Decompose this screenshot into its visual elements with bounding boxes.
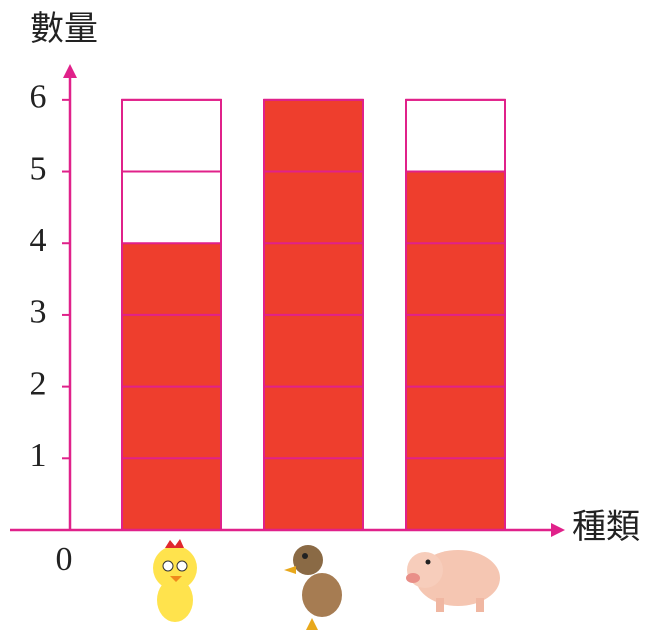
y-axis-label: 數量 (30, 10, 98, 48)
x-axis-arrow (551, 523, 565, 537)
duck-icon (284, 545, 342, 630)
y-tick-label: 2 (30, 365, 47, 402)
pig-icon (406, 550, 500, 612)
y-tick-label: 0 (56, 541, 73, 578)
y-tick-label: 4 (30, 222, 47, 259)
y-axis-arrow (63, 64, 77, 78)
bar (406, 171, 505, 531)
chick-icon (153, 539, 197, 622)
x-axis-label: 種類 (572, 509, 640, 546)
y-tick-label: 1 (30, 437, 47, 474)
y-tick-label: 3 (30, 294, 47, 331)
y-tick-label: 6 (30, 79, 47, 116)
y-tick-label: 5 (30, 150, 47, 187)
